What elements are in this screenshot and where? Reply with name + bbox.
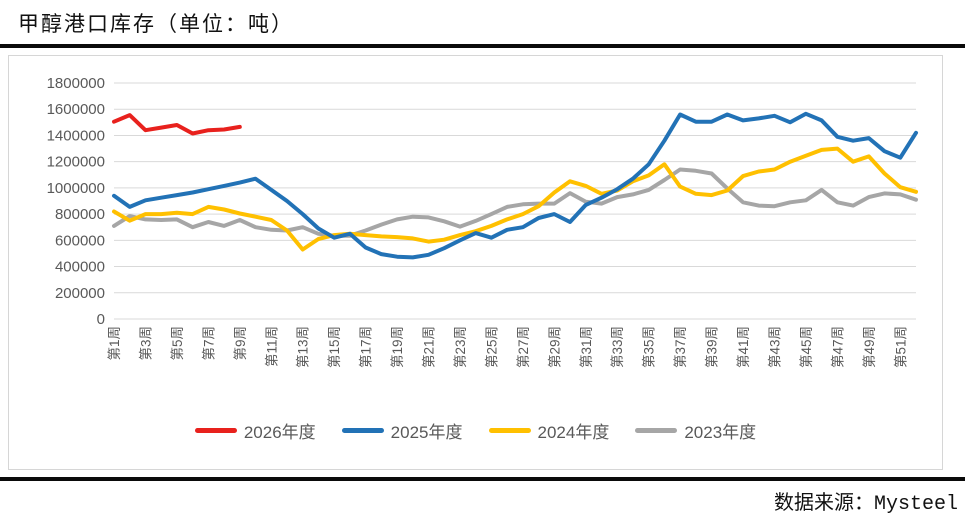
legend-line-swatch [194, 428, 237, 433]
series-line-2025年度 [112, 111, 918, 260]
x-axis-tick-label: 第39周 [704, 326, 720, 368]
y-axis-tick-label: 1400000 [47, 127, 105, 144]
x-axis-tick-label: 第7周 [200, 326, 216, 361]
x-axis-tick-label: 第19周 [389, 326, 405, 368]
legend-item: 2026年度 [194, 418, 316, 443]
legend-line-swatch [488, 428, 531, 433]
x-axis-tick-label: 第15周 [326, 326, 342, 368]
y-axis-tick-label: 600000 [55, 232, 105, 249]
x-axis-tick-label: 第31周 [578, 326, 594, 368]
x-axis-tick-label: 第13周 [295, 326, 311, 368]
legend-line-swatch [635, 428, 678, 433]
x-axis-tick-label: 第5周 [169, 326, 185, 361]
legend-label: 2024年度 [537, 423, 610, 442]
y-axis-tick-label: 1800000 [47, 75, 105, 92]
x-axis-tick-label: 第49周 [861, 326, 877, 368]
x-axis-tick-label: 第45周 [798, 326, 814, 368]
chart-legend: 2026年度 2025年度 2024年度 2023年度 [9, 418, 942, 443]
x-axis-tick-label: 第11周 [263, 326, 279, 367]
x-axis-tick-label: 第17周 [358, 326, 374, 368]
x-axis-tick-label: 第51周 [892, 326, 908, 368]
x-axis-tick-label: 第23周 [452, 326, 468, 368]
y-axis-tick-label: 400000 [55, 259, 105, 276]
legend-label: 2026年度 [243, 423, 316, 442]
legend-line-swatch [341, 428, 384, 433]
legend-item: 2024年度 [488, 418, 610, 443]
chart-title: 甲醇港口库存（单位：吨） [18, 12, 294, 36]
legend-item: 2023年度 [635, 418, 756, 443]
x-axis-tick-label: 第21周 [421, 326, 437, 368]
x-axis-tick-label: 第47周 [829, 326, 845, 368]
y-axis-tick-label: 1000000 [47, 180, 105, 197]
series-line-2023年度 [112, 167, 918, 238]
series-line-2026年度 [112, 113, 242, 136]
data-source-label: 数据来源：Mysteel [773, 493, 958, 516]
y-axis-tick-label: 1600000 [47, 101, 105, 118]
x-axis-tick-label: 第9周 [232, 326, 248, 361]
x-axis-tick-label: 第27周 [515, 326, 531, 368]
line-chart: 1800000 1600000 1400000 1200000 1000000 80000… [47, 75, 918, 368]
x-axis-tick-label: 第35周 [641, 326, 657, 368]
top-divider [0, 44, 965, 48]
x-axis-tick-label: 第3周 [137, 326, 153, 361]
y-axis-tick-label: 0 [97, 311, 105, 328]
chart-frame: 1800000 1600000 1400000 1200000 1000000 80000… [8, 55, 943, 470]
y-axis-tick-label: 200000 [55, 285, 105, 302]
x-axis-tick-label: 第33周 [609, 326, 625, 368]
x-axis-tick-label: 第41周 [735, 326, 751, 368]
legend-label: 2025年度 [390, 423, 463, 442]
x-axis-tick-label: 第1周 [106, 326, 122, 361]
legend-item: 2025年度 [341, 418, 463, 443]
bottom-divider [0, 477, 965, 481]
y-axis-tick-label: 1200000 [47, 154, 105, 171]
y-axis-tick-label: 800000 [55, 206, 105, 223]
series-line-2024年度 [112, 146, 918, 252]
x-axis-tick-label: 第29周 [546, 326, 562, 368]
legend-label: 2023年度 [684, 423, 757, 442]
x-axis-tick-label: 第25周 [483, 326, 499, 368]
x-axis-tick-label: 第37周 [672, 326, 688, 368]
x-axis-tick-label: 第43周 [766, 326, 782, 368]
